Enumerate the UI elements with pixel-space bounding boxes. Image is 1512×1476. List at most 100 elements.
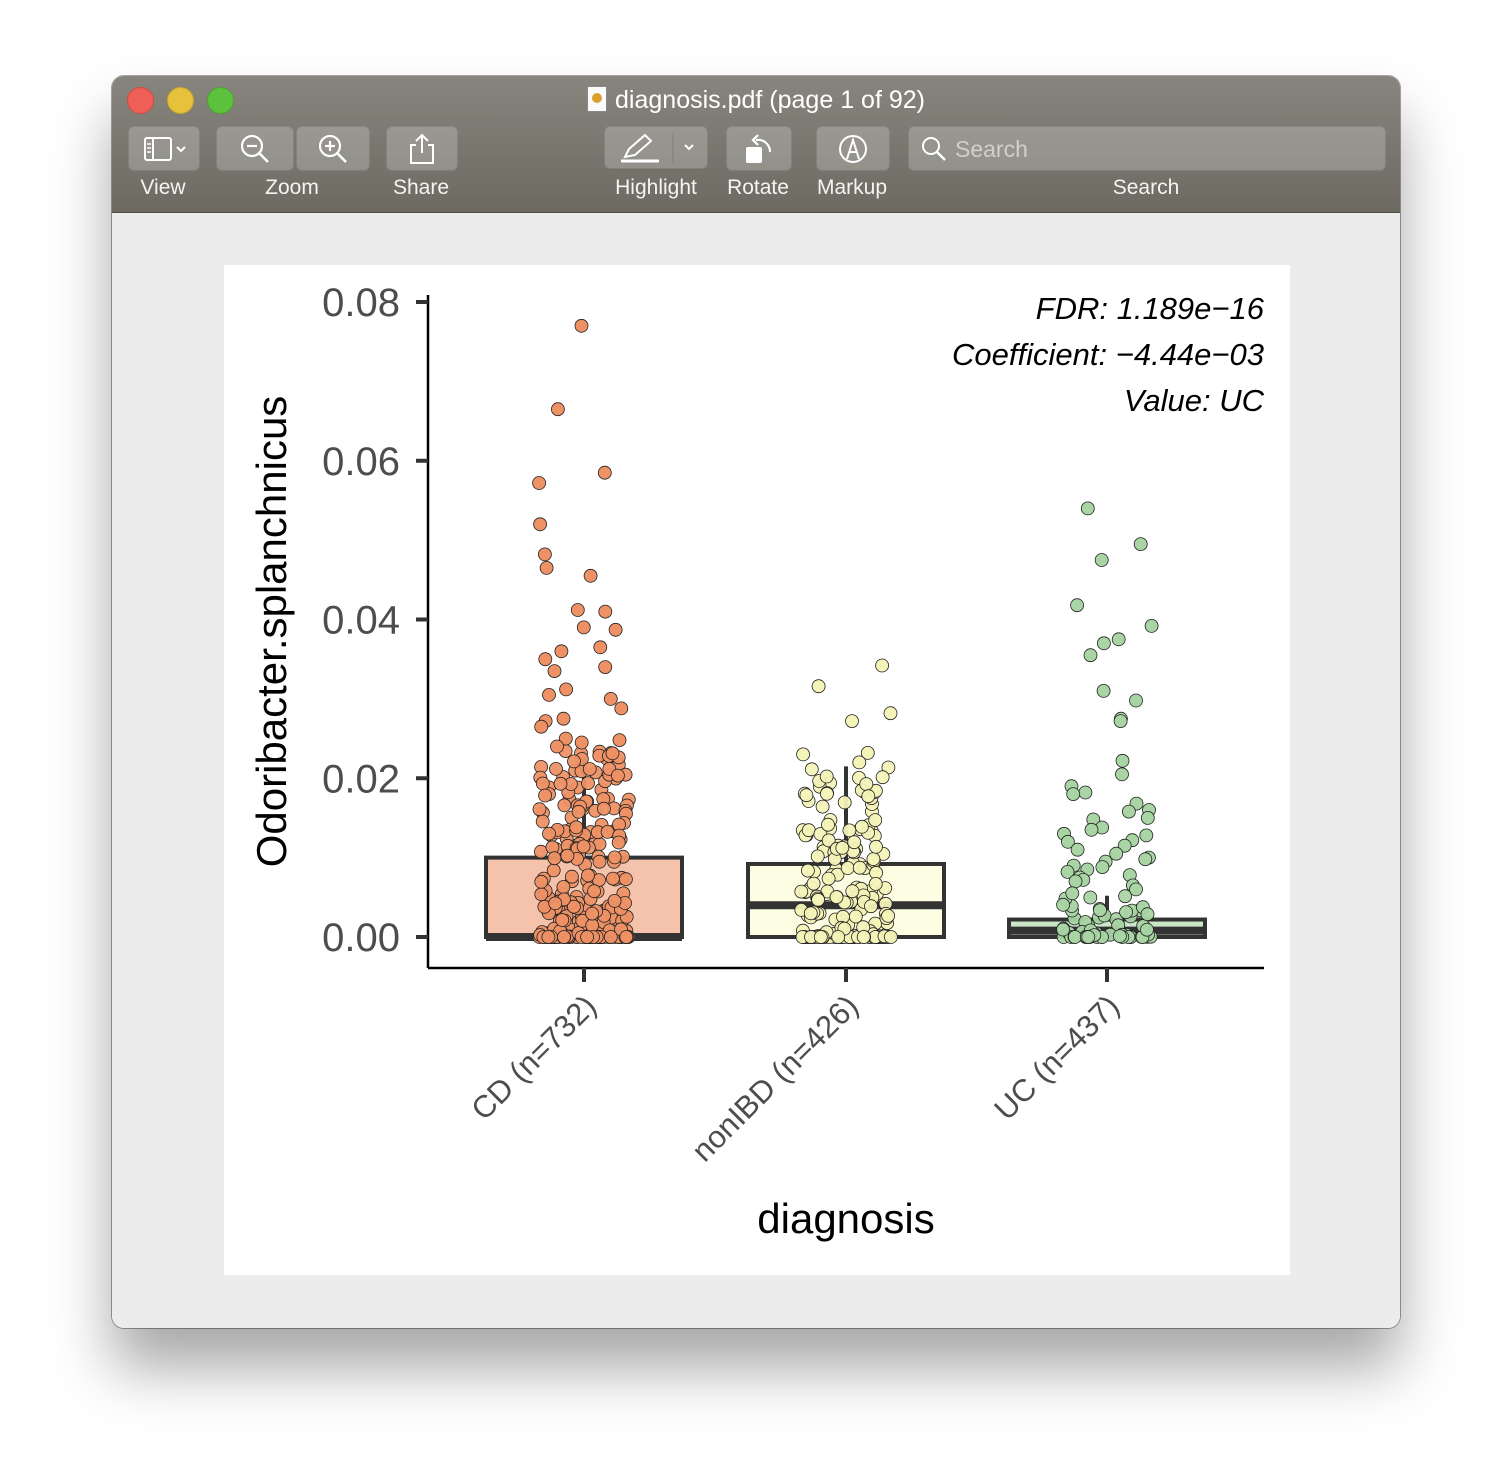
data-point bbox=[535, 776, 550, 791]
share-label: Share bbox=[392, 176, 450, 199]
data-point bbox=[1140, 922, 1154, 937]
outlier-point bbox=[1080, 501, 1095, 516]
x-tick-label: CD (n=732) bbox=[464, 988, 603, 1127]
rotate-icon bbox=[746, 133, 772, 163]
data-point bbox=[576, 839, 591, 854]
outlier-point bbox=[532, 476, 547, 490]
data-point bbox=[801, 823, 816, 838]
data-point bbox=[582, 762, 597, 776]
search-field[interactable] bbox=[908, 126, 1386, 171]
data-point bbox=[619, 930, 634, 944]
outlier-point bbox=[1122, 804, 1136, 819]
outlier-point bbox=[550, 739, 564, 754]
y-axis-title: Odoribacter.splanchnicus bbox=[248, 396, 295, 868]
document-area[interactable]: 0.00 0.02 0.04 0.06 0.08 CD (n=732) nonIBD (n=… bbox=[112, 213, 1400, 1328]
markup-button[interactable] bbox=[816, 126, 890, 171]
y-tick-label: 0.06 bbox=[322, 440, 400, 484]
data-point bbox=[600, 825, 615, 839]
zoom-out-button[interactable] bbox=[216, 126, 294, 171]
data-point bbox=[569, 820, 584, 835]
outlier-point bbox=[537, 547, 552, 562]
outlier-point bbox=[860, 745, 875, 760]
sidebar-icon bbox=[144, 136, 186, 161]
outlier-point bbox=[574, 735, 589, 750]
data-point bbox=[815, 799, 830, 814]
outlier-point bbox=[1097, 636, 1111, 651]
outlier-point bbox=[1129, 882, 1143, 897]
data-point bbox=[1119, 905, 1133, 919]
outlier-point bbox=[583, 568, 598, 583]
stat-annotation: Coefficient: −4.44e−03 bbox=[952, 337, 1264, 372]
highlight-button[interactable] bbox=[604, 126, 708, 169]
data-point bbox=[831, 930, 846, 944]
data-point bbox=[546, 863, 561, 878]
outlier-point bbox=[1066, 787, 1081, 801]
data-point bbox=[821, 833, 836, 848]
outlier-point bbox=[852, 755, 867, 770]
data-point bbox=[1081, 930, 1096, 944]
data-point bbox=[848, 909, 863, 924]
data-point bbox=[864, 899, 878, 914]
data-point bbox=[585, 918, 600, 933]
search-icon bbox=[922, 137, 946, 161]
outlier-point bbox=[598, 604, 613, 619]
rotate-button[interactable] bbox=[726, 126, 792, 171]
window-title: diagnosis.pdf (page 1 of 92) bbox=[615, 86, 925, 114]
outlier-point bbox=[1095, 860, 1110, 874]
share-icon bbox=[410, 133, 434, 164]
outlier-point bbox=[533, 517, 548, 532]
data-point bbox=[868, 877, 883, 891]
data-point bbox=[821, 871, 836, 886]
data-point bbox=[837, 795, 852, 810]
outlier-point bbox=[612, 733, 627, 748]
outlier-point bbox=[1094, 553, 1109, 567]
data-point bbox=[618, 872, 633, 887]
close-window-button[interactable] bbox=[127, 87, 154, 114]
y-tick-label: 0.02 bbox=[322, 757, 400, 801]
outlier-point bbox=[796, 747, 810, 762]
outlier-point bbox=[1078, 785, 1093, 800]
outlier-point bbox=[597, 465, 612, 480]
maximize-window-button[interactable] bbox=[207, 87, 234, 114]
data-point bbox=[884, 930, 898, 944]
data-point bbox=[603, 930, 618, 944]
data-point bbox=[534, 874, 549, 889]
window-title-area: diagnosis.pdf (page 1 of 92) bbox=[112, 84, 1400, 116]
data-point bbox=[605, 871, 620, 886]
data-point bbox=[555, 913, 570, 927]
outlier-point bbox=[1109, 846, 1124, 861]
outlier-point bbox=[1070, 842, 1085, 857]
minimize-window-button[interactable] bbox=[167, 87, 194, 114]
data-point bbox=[794, 884, 809, 899]
data-point bbox=[852, 860, 867, 875]
data-point bbox=[541, 930, 556, 944]
data-point bbox=[610, 768, 625, 783]
data-point bbox=[1056, 897, 1070, 912]
outlier-point bbox=[1115, 767, 1129, 782]
y-tick-label: 0.00 bbox=[322, 916, 400, 960]
outlier-point bbox=[1115, 753, 1130, 768]
outlier-point bbox=[608, 622, 623, 637]
data-point bbox=[1083, 890, 1098, 905]
data-point bbox=[587, 884, 602, 899]
data-point bbox=[829, 890, 844, 904]
data-point bbox=[806, 876, 821, 891]
data-point bbox=[1093, 903, 1107, 918]
search-input[interactable] bbox=[953, 131, 1377, 167]
outlier-point bbox=[1140, 811, 1155, 825]
chevron-down-icon bbox=[176, 145, 186, 152]
share-button[interactable] bbox=[386, 126, 458, 171]
data-point bbox=[581, 868, 595, 883]
outlier-point bbox=[1070, 598, 1084, 613]
data-point bbox=[553, 776, 568, 791]
outlier-point bbox=[1096, 683, 1111, 698]
zoom-in-button[interactable] bbox=[296, 126, 370, 171]
title-bar: diagnosis.pdf (page 1 of 92) View bbox=[112, 76, 1400, 213]
outlier-point bbox=[534, 719, 549, 734]
stat-annotation: Value: UC bbox=[1124, 383, 1265, 418]
data-point bbox=[804, 762, 819, 777]
outlier-point bbox=[559, 682, 574, 697]
view-button[interactable] bbox=[128, 126, 200, 171]
data-point bbox=[557, 930, 571, 944]
data-point bbox=[566, 899, 581, 914]
